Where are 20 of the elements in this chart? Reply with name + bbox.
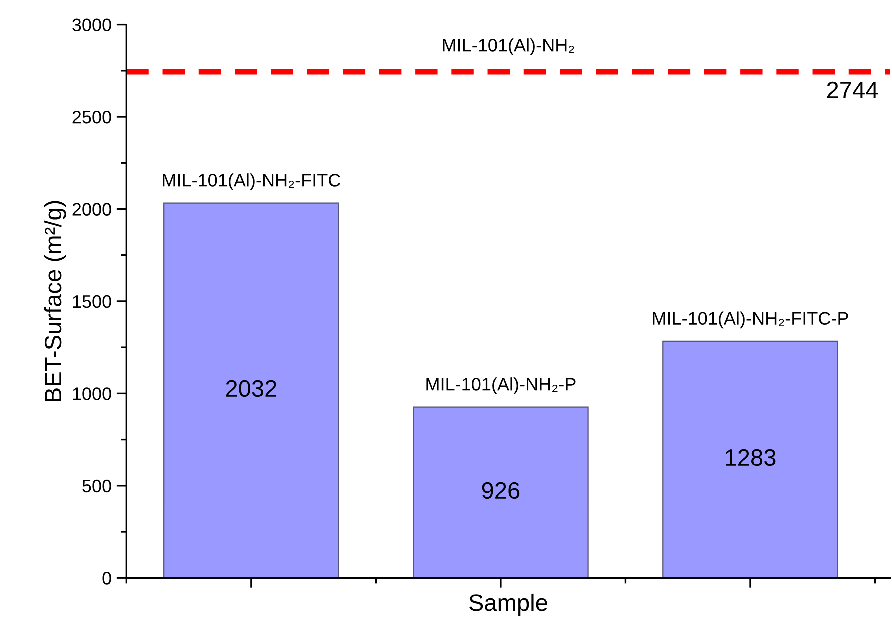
data-label: 2032	[226, 380, 277, 398]
annotation: MIL-101(Al)-NH₂	[443, 38, 574, 56]
y-tick-label: 3000	[72, 18, 112, 32]
ref-line-label: 2744	[827, 82, 878, 98]
y-tick-label: 1500	[73, 295, 112, 308]
y-tick-label: 500	[82, 480, 112, 493]
x-axis-title: Sample	[469, 594, 548, 616]
bar	[413, 406, 589, 578]
x-tick-label: MIL-101(Al)-NH₂-FITC	[163, 174, 341, 190]
x-tick-label: MIL-101(Al)-NH₂-P	[426, 378, 576, 394]
data-label: 1283	[726, 449, 776, 466]
data-label: 926	[482, 482, 520, 500]
y-tick-label: 2500	[72, 110, 112, 124]
y-tick-label: 0	[102, 572, 112, 585]
y-tick-label: 1000	[73, 388, 112, 400]
y-tick-label: 2000	[72, 203, 112, 216]
bar	[164, 202, 340, 578]
bar	[662, 340, 838, 578]
x-tick-label: MIL-101(Al)-NH₂-FITC-P	[653, 312, 848, 329]
y-axis-title: BET-Surface (m²/g)	[44, 201, 66, 402]
